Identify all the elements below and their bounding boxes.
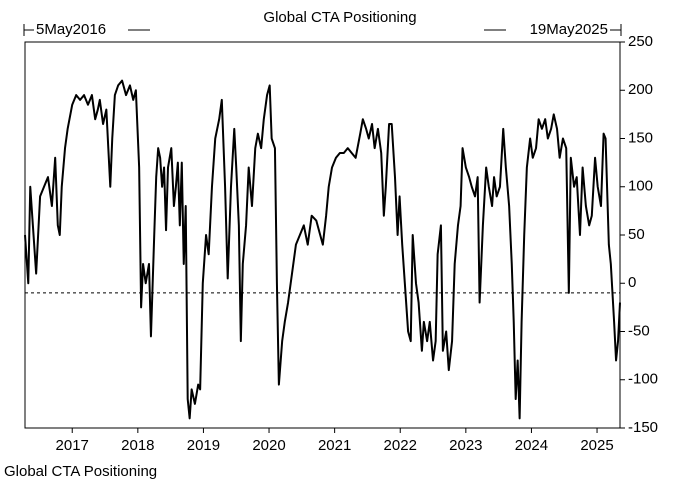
x-tick-label: 2017 bbox=[56, 437, 89, 454]
y-tick-label: -50 bbox=[628, 322, 650, 339]
x-tick-label: 2019 bbox=[187, 437, 220, 454]
start-label: 5May2016 bbox=[36, 21, 106, 38]
y-tick-label: 100 bbox=[628, 178, 653, 195]
end-label: 19May2025 bbox=[530, 21, 608, 38]
x-tick-label: 2024 bbox=[515, 437, 548, 454]
y-tick-label: 150 bbox=[628, 129, 653, 146]
chart-title: Global CTA Positioning bbox=[263, 9, 416, 26]
data-line bbox=[24, 79, 621, 420]
x-tick-label: 2022 bbox=[384, 437, 417, 454]
x-tick-label: 2018 bbox=[121, 437, 154, 454]
y-tick-label: 250 bbox=[628, 33, 653, 50]
y-tick-label: -100 bbox=[628, 371, 658, 388]
x-tick-label: 2020 bbox=[252, 437, 285, 454]
y-tick-label: 0 bbox=[628, 274, 636, 291]
x-tick-label: 2025 bbox=[580, 437, 613, 454]
y-tick-label: 50 bbox=[628, 226, 645, 243]
x-tick-label: 2021 bbox=[318, 437, 351, 454]
x-tick-label: 2023 bbox=[449, 437, 482, 454]
y-tick-label: -150 bbox=[628, 419, 658, 436]
legend-label: Global CTA Positioning bbox=[4, 463, 157, 480]
y-tick-label: 200 bbox=[628, 81, 653, 98]
